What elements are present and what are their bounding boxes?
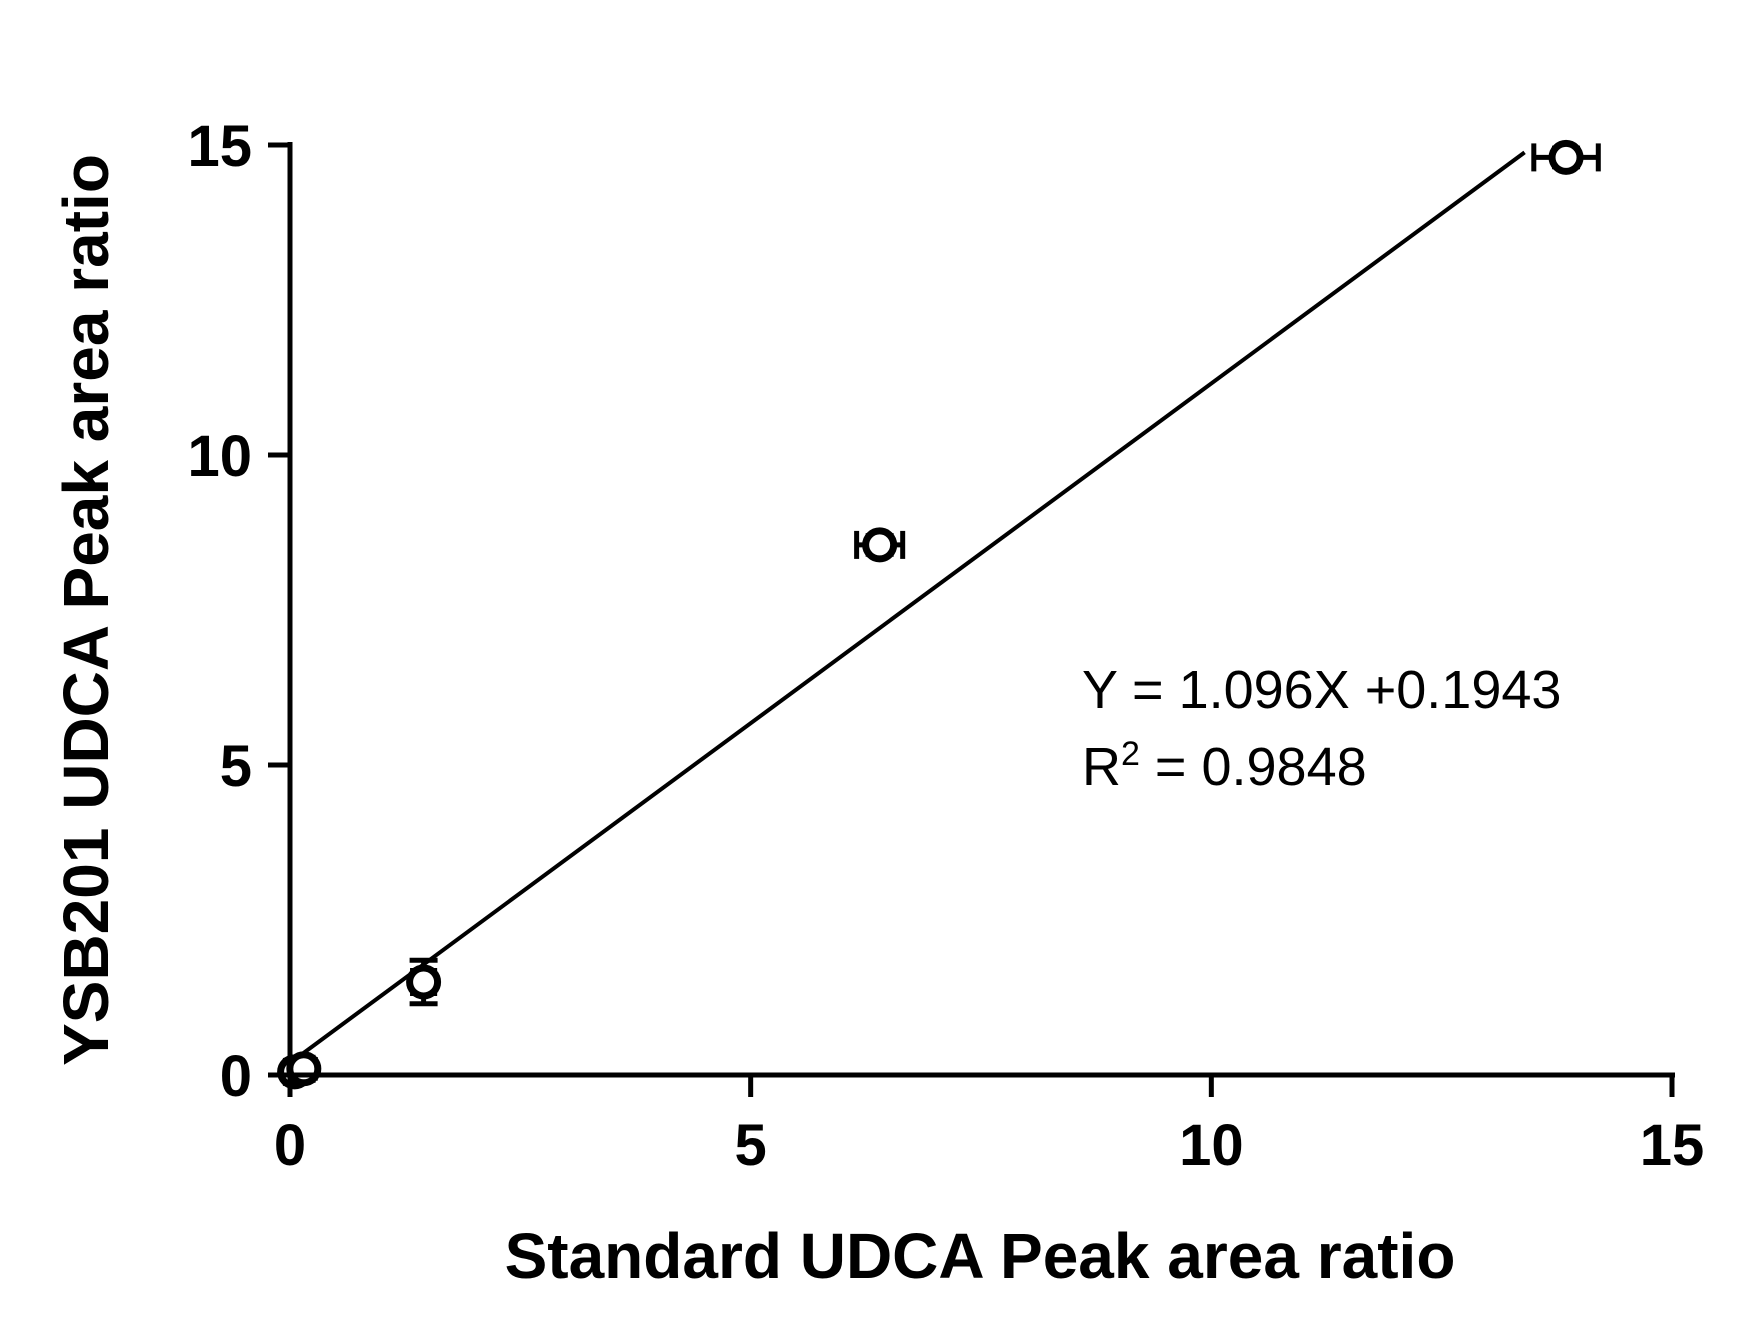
fit-line-layer xyxy=(288,150,1526,1065)
data-point xyxy=(286,1051,322,1087)
data-point xyxy=(862,527,898,563)
y-tick-label: 5 xyxy=(220,734,252,799)
x-tick-label: 10 xyxy=(1179,1113,1244,1178)
data-point xyxy=(1548,139,1584,175)
data-point-group xyxy=(1531,139,1601,175)
r-squared-annotation: R2 = 0.9848 xyxy=(1082,735,1367,797)
x-tick-label: 15 xyxy=(1640,1113,1705,1178)
y-tick-label: 15 xyxy=(187,114,252,179)
regression-line xyxy=(288,150,1526,1065)
points-layer xyxy=(277,139,1601,1090)
r-squared-prefix: R xyxy=(1082,737,1121,797)
data-point-group xyxy=(286,1051,322,1087)
data-point xyxy=(406,964,442,1000)
regression-equation: Y = 1.096X +0.1943 xyxy=(1082,660,1561,720)
r-squared-superscript: 2 xyxy=(1121,735,1140,773)
x-axis-title: Standard UDCA Peak area ratio xyxy=(505,1220,1456,1292)
data-point-group xyxy=(854,527,906,563)
axes-layer xyxy=(287,142,1675,1078)
y-axis-title: YSB201 UDCA Peak area ratio xyxy=(50,154,122,1066)
y-tick-label: 10 xyxy=(187,424,252,489)
y-tick-label: 0 xyxy=(220,1044,252,1109)
ticks-layer: 0 5 10 15 0 5 10 15 xyxy=(187,114,1704,1178)
x-tick-label: 5 xyxy=(735,1113,767,1178)
data-point-group xyxy=(406,957,442,1007)
r-squared-value: = 0.9848 xyxy=(1140,737,1367,797)
x-tick-label: 0 xyxy=(274,1113,306,1178)
